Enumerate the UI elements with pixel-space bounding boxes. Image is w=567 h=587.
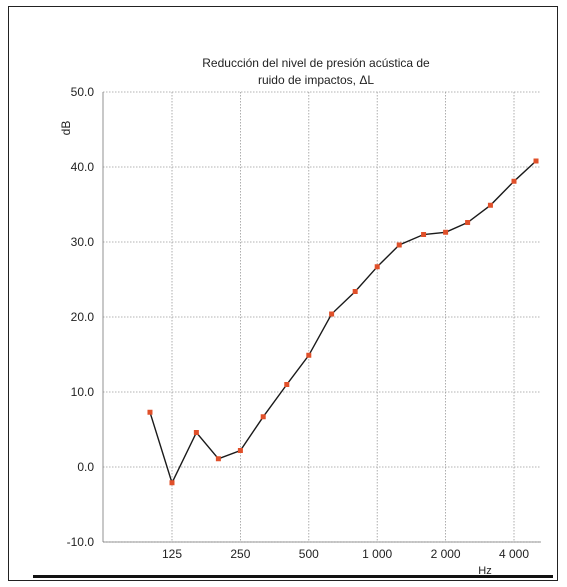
series-line xyxy=(149,160,537,485)
data-point xyxy=(533,158,539,164)
data-point xyxy=(169,480,175,486)
data-point xyxy=(260,414,266,420)
data-point xyxy=(443,229,449,235)
y-tick-label: 30.0 xyxy=(71,235,95,249)
chart-title-line2: ruido de impactos, ΔL xyxy=(258,73,374,87)
grid xyxy=(102,91,541,543)
data-point xyxy=(487,202,493,208)
x-tick-label: 1 000 xyxy=(362,547,392,561)
data-point xyxy=(215,456,221,462)
data-point xyxy=(329,311,335,317)
x-axis-label: Hz xyxy=(478,565,491,577)
data-point xyxy=(147,409,153,415)
data-point xyxy=(352,289,358,294)
data-point xyxy=(237,448,243,453)
data-point xyxy=(306,352,312,358)
y-tick-label: 0.0 xyxy=(77,460,94,474)
y-tick-label: 20.0 xyxy=(71,310,95,324)
chart-title-line1: Reducción del nivel de presión acústica … xyxy=(202,56,430,70)
x-tick-label: 250 xyxy=(230,547,250,561)
x-axis-ticks: 125 250 500 1 000 2 000 4 000 xyxy=(162,547,529,561)
series-group xyxy=(147,158,539,486)
data-point xyxy=(374,264,380,270)
y-tick-label: 40.0 xyxy=(71,160,95,174)
y-tick-label: 50.0 xyxy=(71,85,95,99)
y-axis-label: dB xyxy=(59,121,73,136)
x-tick-label: 125 xyxy=(162,547,182,561)
x-tick-label: 500 xyxy=(299,547,319,561)
data-point xyxy=(193,430,199,435)
x-tick-label: 4 000 xyxy=(499,547,529,561)
data-point xyxy=(465,220,471,225)
chart-frame xyxy=(8,6,558,581)
y-tick-label: -10.0 xyxy=(67,535,95,549)
data-point xyxy=(284,382,290,387)
x-tick-label: 2 000 xyxy=(431,547,461,561)
y-axis-ticks: 50.0 40.0 30.0 20.0 10.0 0.0 -10.0 xyxy=(67,85,95,549)
y-tick-label: 10.0 xyxy=(71,385,95,399)
data-point xyxy=(421,232,427,237)
data-point xyxy=(511,178,517,184)
bottom-border xyxy=(33,575,553,578)
data-point xyxy=(396,242,402,248)
